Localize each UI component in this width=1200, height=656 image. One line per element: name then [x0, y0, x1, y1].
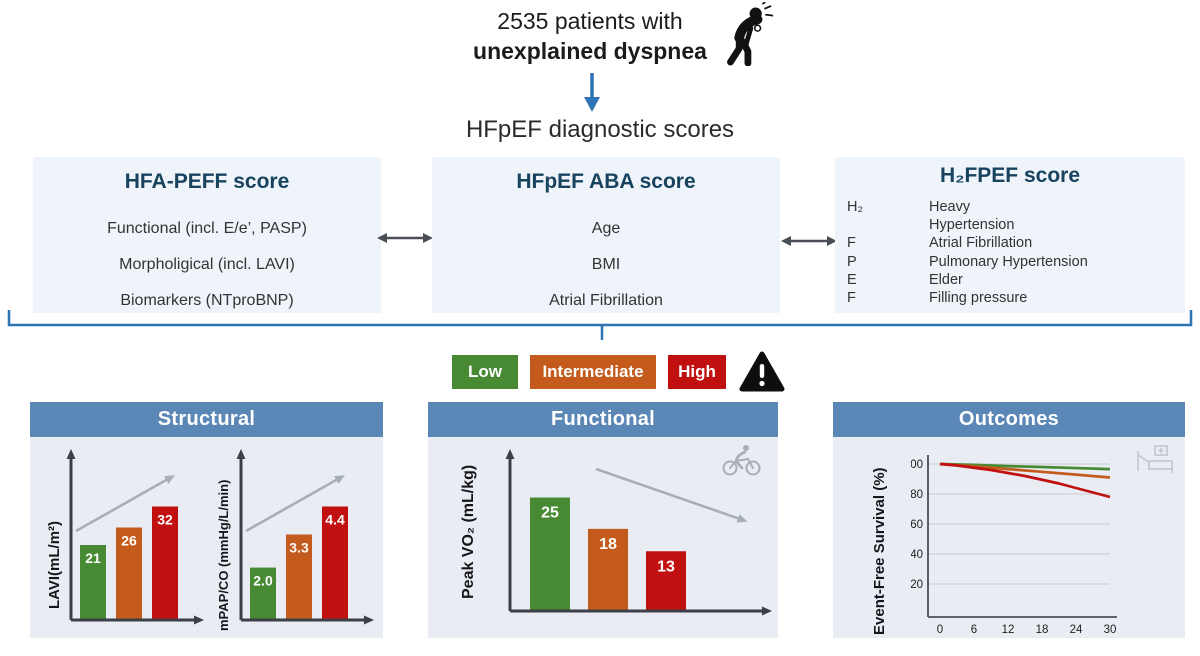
grouping-bracket: [7, 310, 1193, 340]
survival-chart-svg: 100 80 60 40 20 0 6 12 18 24 30: [904, 455, 1117, 636]
h2fpef-desc: Filling pressure: [929, 290, 1028, 307]
bar-value-label: 21: [85, 550, 101, 566]
bar-low: [530, 497, 570, 610]
h2fpef-letter: P: [847, 253, 857, 270]
hfa-peff-title: HFA-PEFF score: [124, 170, 290, 193]
y-tick-label: 20: [911, 579, 923, 591]
bar-intermediate: [588, 528, 628, 610]
patients-title: 2535 patients with unexplained dyspnea: [420, 6, 760, 66]
legend-high-chip: High: [668, 355, 726, 389]
h2fpef-row: F Filling pressure: [847, 289, 1185, 307]
x-tick-label: 18: [1036, 624, 1049, 636]
bar-value-label: 13: [657, 558, 675, 575]
functional-panel: Functional Peak VO₂ (mL/kg) 25 18 13: [428, 402, 778, 638]
bar-value-label: 2.0: [253, 573, 273, 589]
lavi-chart-svg: 21 26 32: [66, 449, 204, 625]
h2fpef-desc: Pulmonary Hypertension: [929, 253, 1088, 270]
x-tick-label: 30: [1104, 624, 1117, 636]
h2fpef-desc: Hypertension: [929, 217, 1015, 234]
hospital-bed-icon: [1137, 445, 1173, 473]
bar-high: [152, 506, 178, 619]
h2fpef-letter: E: [847, 271, 857, 288]
x-tick-label: 6: [971, 624, 977, 636]
diagnostic-scores-subtitle: HFpEF diagnostic scores: [465, 116, 735, 143]
hfa-peff-item: Morpholigical (incl. LAVI): [119, 256, 295, 273]
y-tick-label: 40: [911, 549, 923, 561]
hfa-peff-item: Biomarkers (NTproBNP): [120, 292, 294, 309]
legend-low-chip: Low: [452, 355, 518, 389]
hfpef-aba-title: HFpEF ABA score: [516, 170, 696, 193]
bar-intermediate: [116, 527, 142, 619]
vo2-bar-chart: 25 18 13: [484, 439, 776, 646]
hfpef-aba-item: Atrial Fibrillation: [549, 292, 663, 309]
structural-panel-header: Structural: [30, 402, 383, 437]
bar-intermediate: [286, 534, 312, 619]
outcomes-panel-body: Event-Free Survival (%) 1008060402006121…: [833, 437, 1185, 638]
dyspnea-text: unexplained dyspnea: [473, 38, 707, 64]
x-tick-label: 12: [1002, 624, 1015, 636]
h2fpef-letter: [847, 216, 929, 234]
h2fpef-letter: H₂: [847, 199, 864, 215]
outcomes-panel: Outcomes Event-Free Survival (%) 1008060…: [833, 402, 1185, 638]
bar-value-label: 32: [157, 512, 173, 528]
mpap-bar-chart: 2.0 3.3 4.4: [228, 443, 378, 642]
h2fpef-score-box: H₂FPEF score H₂ Heavy Hypertension F Atr…: [835, 157, 1185, 313]
cyclist-icon: [722, 445, 761, 476]
bar-low: [80, 545, 106, 619]
vo2-chart-svg: 25 18 13: [505, 449, 772, 616]
x-tick-label: 24: [1070, 624, 1083, 636]
bar-value-label: 25: [541, 505, 559, 522]
h2fpef-row: E Elder: [847, 271, 1185, 289]
legend-intermediate-chip: Intermediate: [530, 355, 656, 389]
h2fpef-desc: Atrial Fibrillation: [929, 235, 1033, 252]
h2fpef-letter: F: [847, 290, 856, 307]
h2fpef-desc: Heavy: [929, 199, 971, 215]
bar-value-label: 18: [599, 536, 617, 553]
h2fpef-letter: F: [847, 235, 856, 252]
hfa-peff-item: Functional (incl. E/e’, PASP): [107, 220, 307, 237]
hfa-peff-score-box: HFA-PEFF score Functional (incl. E/e’, P…: [33, 157, 381, 313]
risk-legend: Low Intermediate High: [452, 350, 786, 394]
y-tick-label: 80: [911, 489, 923, 501]
bar-high: [322, 506, 348, 619]
survival-line-high: [939, 462, 1111, 499]
hfpef-aba-item: Age: [591, 220, 621, 237]
outcomes-panel-header: Outcomes: [833, 402, 1185, 437]
bar-low: [250, 567, 276, 619]
warning-icon: [739, 351, 785, 392]
down-arrow-icon: [584, 73, 600, 112]
h2fpef-row: Hypertension: [847, 216, 1185, 234]
lavi-bar-chart: 21 26 32: [58, 443, 208, 642]
hfpef-aba-item: BMI: [591, 256, 621, 273]
dyspnea-person-icon: [727, 2, 774, 66]
x-tick-label: 0: [937, 624, 943, 636]
functional-panel-header: Functional: [428, 402, 778, 437]
h2fpef-row: P Pulmonary Hypertension: [847, 253, 1185, 271]
survival-axis-label: Event-Free Survival (%): [871, 467, 888, 635]
bar-value-label: 4.4: [325, 512, 345, 528]
y-tick-label: 100: [911, 459, 923, 471]
bar-value-label: 3.3: [289, 540, 309, 556]
survival-line-chart: 100 80 60 40 20 0 6 12 18 24 30: [904, 445, 1173, 648]
y-tick-label: 60: [911, 519, 923, 531]
structural-panel: Structural LAVI(mL/m²) 21 26 32 mPAP/CO (m…: [30, 402, 383, 638]
mpap-chart-svg: 2.0 3.3 4.4: [236, 449, 374, 625]
hfpef-aba-score-box: HFpEF ABA score Age BMI Atrial Fibrillat…: [432, 157, 780, 313]
bar-value-label: 26: [121, 533, 137, 549]
h2fpef-row: H₂ Heavy: [847, 198, 1185, 216]
patients-count-text: 2535 patients with: [497, 8, 683, 34]
h2fpef-desc: Elder: [929, 271, 963, 288]
structural-panel-body: LAVI(mL/m²) 21 26 32 mPAP/CO (mmHg/L/min) …: [30, 437, 383, 638]
double-arrow-icon: [377, 233, 433, 243]
double-arrow-icon: [781, 236, 837, 246]
h2fpef-title: H₂FPEF score: [939, 164, 1081, 187]
vo2-axis-label: Peak VO₂ (mL/kg): [460, 464, 477, 599]
h2fpef-row: F Atrial Fibrillation: [847, 234, 1185, 252]
functional-panel-body: Peak VO₂ (mL/kg) 25 18 13: [428, 437, 778, 638]
bar-high: [646, 551, 686, 610]
